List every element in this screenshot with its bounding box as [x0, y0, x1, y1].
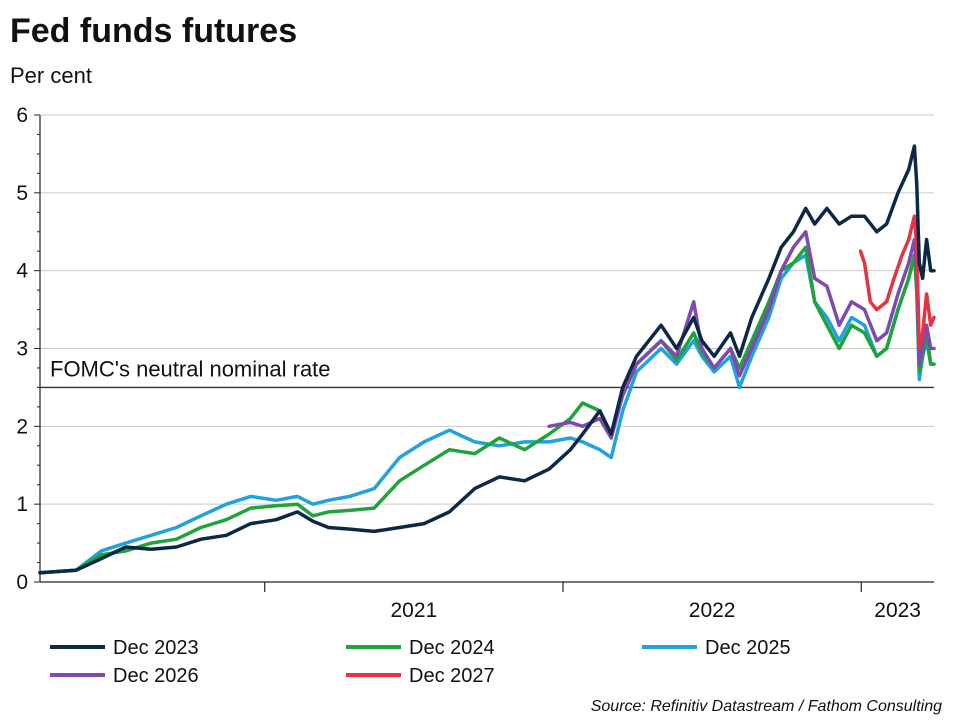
series-line-dec2025 — [38, 253, 936, 575]
series-lines — [38, 144, 936, 575]
legend-label: Dec 2025 — [705, 637, 791, 659]
legend-label: Dec 2023 — [113, 637, 199, 659]
y-tick-label: 6 — [16, 104, 28, 127]
legend-label: Dec 2027 — [409, 665, 495, 687]
x-tick-label: 2023 — [874, 599, 921, 622]
y-axis-unit-label: Per cent — [10, 63, 92, 88]
series-line-dec2026 — [547, 230, 936, 440]
chart-title: Fed funds futures — [10, 12, 297, 50]
y-tick-label: 5 — [16, 182, 28, 205]
y-tick-label: 0 — [16, 571, 28, 594]
x-tick-label: 2021 — [391, 599, 438, 622]
legend-item-dec2024: Dec 2024 — [346, 637, 495, 659]
legend-item-dec2025: Dec 2025 — [642, 637, 791, 659]
legend-item-dec2027: Dec 2027 — [346, 665, 495, 687]
series-line-dec2024 — [38, 245, 936, 575]
series-line-dec2027 — [858, 214, 936, 351]
legend-label: Dec 2024 — [409, 637, 495, 659]
y-tick-label: 3 — [16, 338, 28, 361]
y-tick-label: 1 — [16, 493, 28, 516]
series-line-dec2023 — [38, 144, 936, 575]
legend-label: Dec 2026 — [113, 665, 199, 687]
neutral-rate-label: FOMC's neutral nominal rate — [50, 356, 331, 381]
legend-item-dec2023: Dec 2023 — [50, 637, 199, 659]
x-tick-label: 2022 — [689, 599, 736, 622]
y-tick-label: 4 — [16, 260, 28, 283]
gridlines — [40, 114, 934, 505]
y-tick-label: 2 — [16, 415, 28, 438]
source-note: Source: Refinitiv Datastream / Fathom Co… — [591, 698, 942, 715]
reference-line-group: FOMC's neutral nominal rate — [40, 356, 934, 389]
legend-item-dec2026: Dec 2026 — [50, 665, 199, 687]
axes: 0 1 2 3 4 5 6 2021 2022 2023 — [16, 104, 934, 622]
legend: Dec 2023 Dec 2024 Dec 2025 Dec 2026 Dec 2027 — [50, 637, 791, 687]
